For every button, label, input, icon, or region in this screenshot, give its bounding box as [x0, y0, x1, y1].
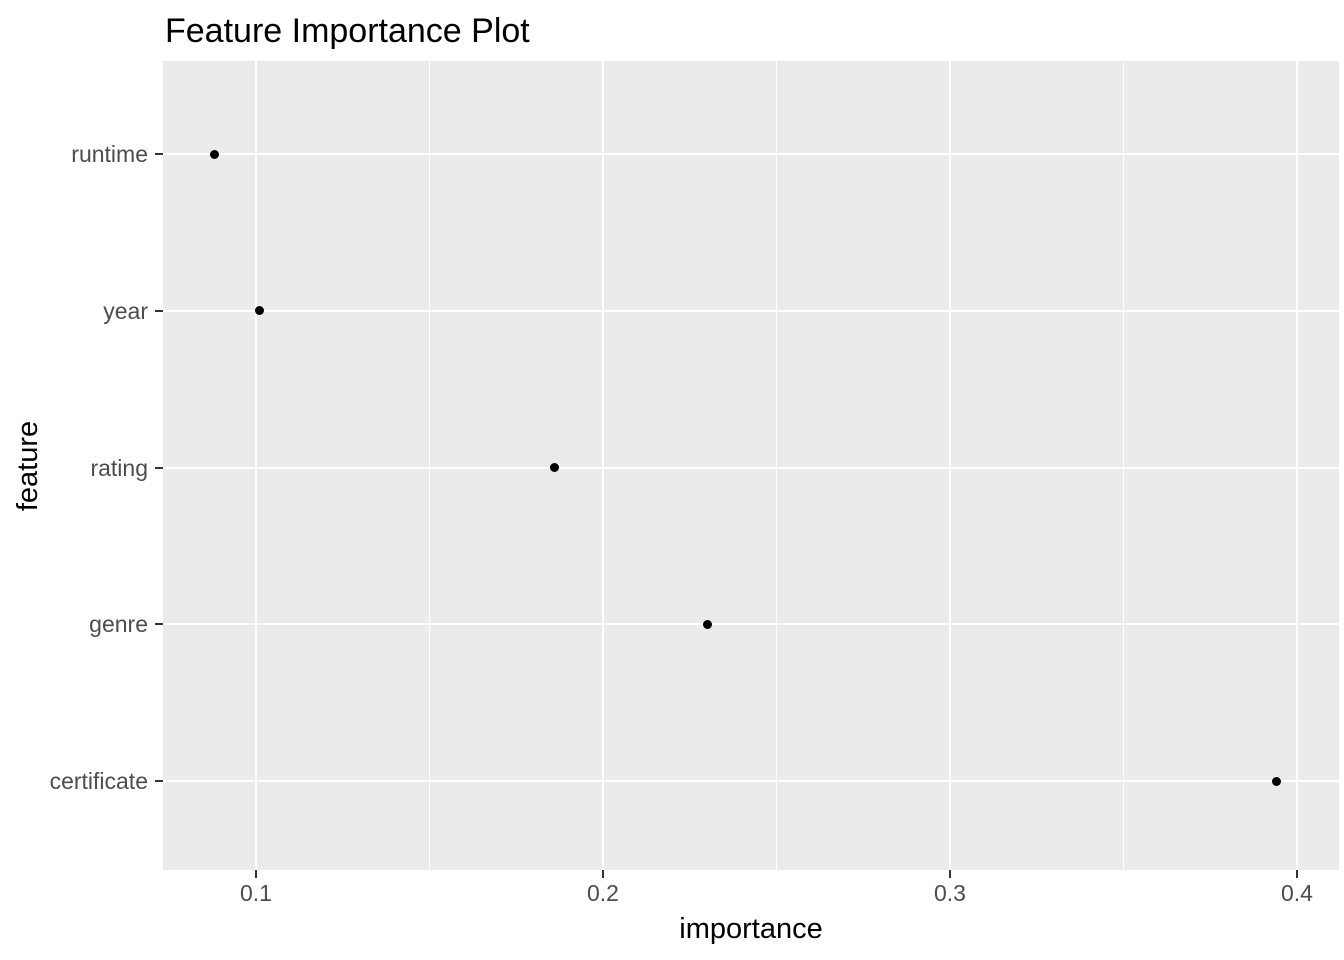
gridline-major-y — [163, 309, 1339, 312]
data-point — [209, 149, 219, 159]
gridline-major-y — [163, 623, 1339, 626]
gridline-major-x — [602, 61, 604, 870]
x-tick-label: 0.4 — [1281, 880, 1313, 906]
y-tick-mark — [155, 466, 163, 469]
gridline-minor-x — [1123, 61, 1124, 870]
y-tick-mark — [155, 153, 163, 156]
y-tick-label: rating — [90, 454, 148, 481]
gridline-major-y — [163, 780, 1339, 782]
y-tick-label: runtime — [71, 141, 148, 168]
y-tick-mark — [155, 623, 163, 626]
gridline-major-x — [1296, 61, 1298, 870]
data-point — [254, 306, 264, 316]
y-tick-mark — [155, 309, 163, 312]
gridline-minor-x — [428, 61, 430, 870]
x-tick-label: 0.2 — [587, 880, 619, 906]
data-point — [1271, 776, 1281, 786]
plot-panel — [163, 61, 1339, 870]
y-tick-label: year — [103, 297, 148, 324]
x-tick-mark — [254, 870, 257, 878]
data-point — [549, 463, 559, 473]
chart-title: Feature Importance Plot — [165, 12, 530, 50]
x-tick-mark — [602, 870, 604, 878]
x-tick-mark — [1296, 870, 1298, 878]
gridline-minor-x — [776, 61, 777, 870]
gridline-major-x — [949, 61, 951, 870]
x-tick-label: 0.3 — [934, 880, 966, 906]
y-axis-title: feature — [12, 420, 44, 512]
y-tick-label: genre — [89, 611, 148, 638]
y-tick-mark — [155, 780, 163, 782]
x-axis-title: importance — [679, 913, 823, 945]
data-point — [702, 619, 712, 629]
y-tick-label: certificate — [49, 768, 148, 794]
gridline-major-y — [163, 153, 1339, 156]
x-tick-label: 0.1 — [239, 880, 272, 906]
gridline-major-y — [163, 466, 1339, 469]
gridline-major-x — [254, 61, 257, 870]
x-tick-mark — [949, 870, 951, 878]
